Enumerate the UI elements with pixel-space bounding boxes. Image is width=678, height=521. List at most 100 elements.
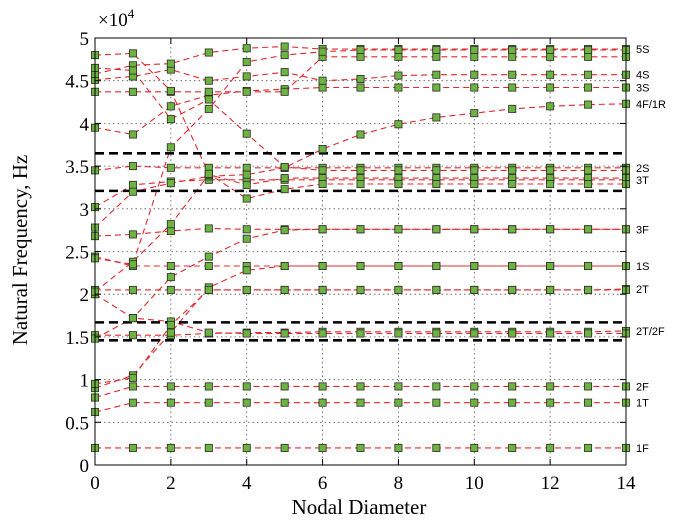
- y-tick-label: 4.5: [65, 72, 89, 93]
- data-point: [546, 398, 555, 407]
- data-point: [280, 68, 289, 77]
- data-point: [166, 115, 175, 124]
- data-point: [242, 44, 251, 53]
- data-point: [432, 382, 441, 391]
- data-point: [318, 285, 327, 294]
- x-tick-label: 0: [90, 473, 100, 494]
- y-tick-label: 1.5: [65, 328, 89, 349]
- data-point: [166, 59, 175, 68]
- data-point: [242, 180, 251, 189]
- data-point: [242, 225, 251, 234]
- data-point: [394, 120, 403, 129]
- data-point: [128, 443, 137, 452]
- x-tick-label: 10: [465, 473, 484, 494]
- data-point: [128, 314, 137, 323]
- data-point: [356, 225, 365, 234]
- data-point: [584, 398, 593, 407]
- data-point: [166, 382, 175, 391]
- data-point: [546, 102, 555, 111]
- data-point: [166, 102, 175, 111]
- data-point: [508, 83, 517, 92]
- data-point: [508, 52, 517, 61]
- series-line: [94, 86, 626, 136]
- data-point: [470, 443, 479, 452]
- data-point: [204, 443, 213, 452]
- ticks: 0 2 4 6 8 10 12 14 0 0.5 1 1.5 2 2.5 3 3.5 4 4.5 5: [65, 29, 636, 494]
- data-point: [508, 45, 517, 54]
- data-point: [128, 187, 137, 196]
- data-point: [394, 329, 403, 338]
- data-point: [166, 179, 175, 188]
- data-point: [280, 329, 289, 338]
- data-point: [356, 262, 365, 271]
- data-point: [128, 230, 137, 239]
- data-point: [508, 262, 517, 271]
- y-tick-label: 3.5: [65, 157, 89, 178]
- y-tick-label: 3: [80, 200, 90, 221]
- data-point: [584, 262, 593, 271]
- data-point: [584, 100, 593, 109]
- data-point: [280, 162, 289, 171]
- data-point: [242, 129, 251, 138]
- data-point: [242, 72, 251, 81]
- data-point: [128, 49, 137, 58]
- y-tick-label: 4: [80, 114, 90, 135]
- series-label: 2T: [636, 284, 649, 296]
- x-tick-label: 8: [394, 473, 404, 494]
- data-point: [128, 382, 137, 391]
- data-point: [204, 169, 213, 178]
- data-point: [280, 443, 289, 452]
- data-point: [166, 328, 175, 337]
- y-tick-label: 2.5: [65, 243, 89, 264]
- data-point: [204, 382, 213, 391]
- reference-lines: [95, 151, 626, 342]
- data-point: [356, 166, 365, 175]
- data-point: [356, 398, 365, 407]
- data-point: [204, 328, 213, 337]
- data-point: [470, 70, 479, 79]
- data-point: [356, 130, 365, 139]
- data-point: [204, 48, 213, 57]
- data-point: [204, 285, 213, 294]
- data-point: [508, 180, 517, 189]
- data-point: [432, 166, 441, 175]
- data-point: [546, 52, 555, 61]
- data-point: [546, 70, 555, 79]
- data-point: [242, 443, 251, 452]
- data-point: [128, 331, 137, 340]
- data-point: [394, 83, 403, 92]
- data-point: [470, 166, 479, 175]
- data-point: [280, 87, 289, 96]
- data-point: [128, 130, 137, 139]
- data-point: [318, 225, 327, 234]
- data-point: [128, 285, 137, 294]
- series-label: 4S: [636, 70, 649, 82]
- data-point: [508, 398, 517, 407]
- data-point: [166, 273, 175, 282]
- data-point: [432, 398, 441, 407]
- data-point: [166, 163, 175, 172]
- y-tick-label: 5: [80, 29, 90, 50]
- data-point: [356, 285, 365, 294]
- data-point: [204, 76, 213, 85]
- data-point: [204, 398, 213, 407]
- data-point: [128, 373, 137, 382]
- data-point: [242, 87, 251, 96]
- data-point: [546, 382, 555, 391]
- data-point: [242, 170, 251, 179]
- data-point: [470, 45, 479, 54]
- data-point: [356, 180, 365, 189]
- data-point: [508, 443, 517, 452]
- data-point: [356, 83, 365, 92]
- data-point: [356, 382, 365, 391]
- data-point: [470, 52, 479, 61]
- data-point: [166, 86, 175, 95]
- data-point: [546, 329, 555, 338]
- data-point: [394, 71, 403, 80]
- data-point: [204, 224, 213, 233]
- x-tick-label: 14: [617, 473, 637, 494]
- data-point: [584, 45, 593, 54]
- data-point: [470, 180, 479, 189]
- data-point: [280, 42, 289, 51]
